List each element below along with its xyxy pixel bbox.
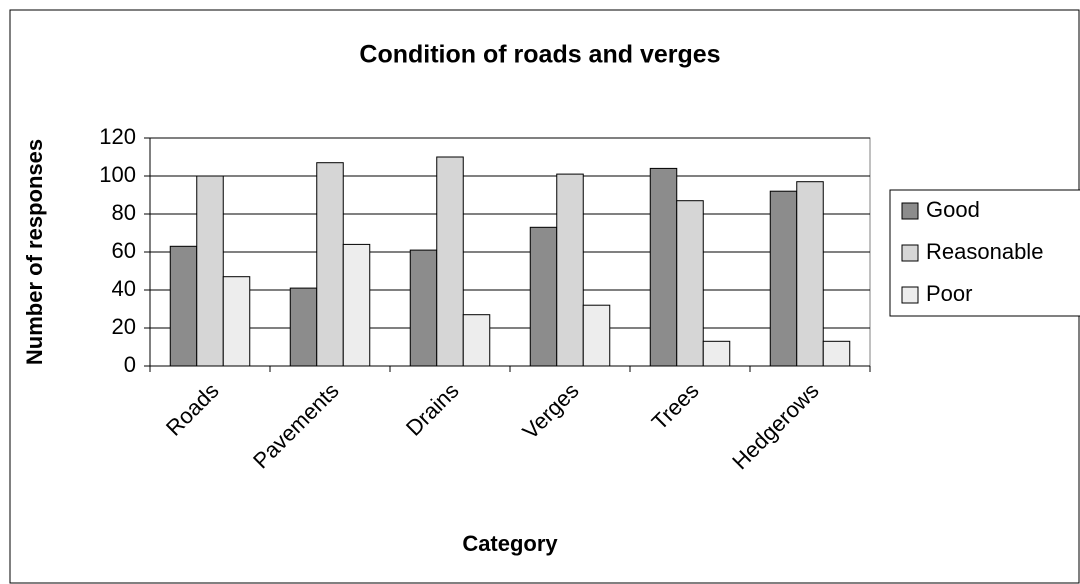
y-tick-label: 120 xyxy=(99,124,136,149)
legend-label: Poor xyxy=(926,281,972,306)
legend-label: Reasonable xyxy=(926,239,1043,264)
bar xyxy=(676,200,704,367)
bar xyxy=(342,243,371,367)
y-axis-label: Number of responses xyxy=(22,139,47,365)
bar xyxy=(529,226,558,367)
legend-swatch xyxy=(901,286,919,304)
y-tick-label: 100 xyxy=(99,162,136,187)
legend-swatch xyxy=(901,202,919,220)
x-axis-label: Category xyxy=(462,531,558,556)
bar xyxy=(222,276,251,367)
bar xyxy=(796,181,824,367)
y-tick-label: 60 xyxy=(112,238,136,263)
bar xyxy=(822,340,851,367)
bar xyxy=(436,156,464,367)
y-tick-label: 40 xyxy=(112,276,136,301)
bar xyxy=(556,173,584,367)
y-tick-label: 0 xyxy=(124,352,136,377)
bar xyxy=(702,340,731,367)
bar xyxy=(462,314,491,367)
y-tick-label: 80 xyxy=(112,200,136,225)
bar xyxy=(582,304,611,367)
legend-swatch xyxy=(901,244,919,262)
chart-title: Condition of roads and verges xyxy=(359,41,720,69)
bar xyxy=(649,167,678,367)
bar xyxy=(196,175,224,367)
bar xyxy=(409,249,438,367)
legend-label: Good xyxy=(926,197,980,222)
y-tick-label: 20 xyxy=(112,314,136,339)
bar xyxy=(169,245,198,367)
bar xyxy=(289,287,318,367)
bar xyxy=(769,190,798,367)
bar xyxy=(316,162,344,367)
legend-box xyxy=(889,189,1080,317)
